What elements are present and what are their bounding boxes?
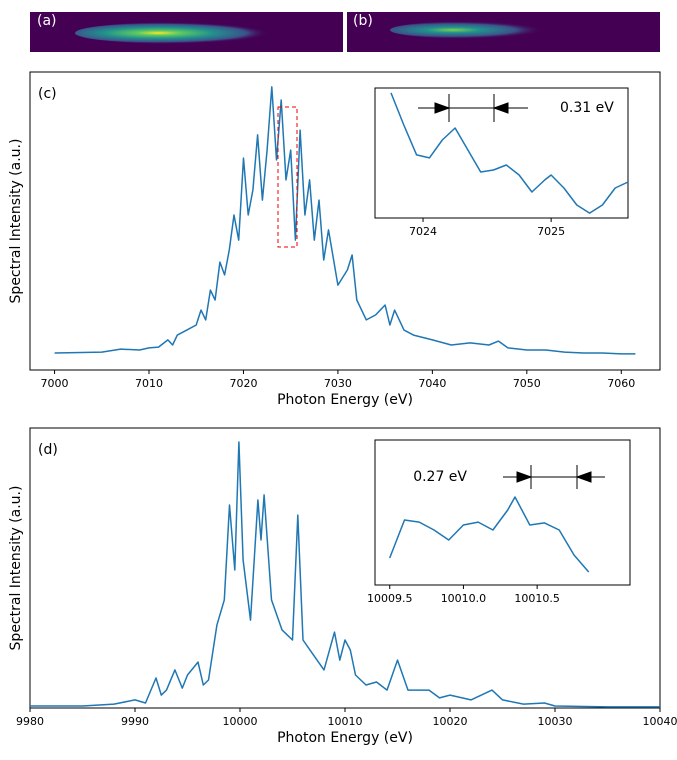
image-a-signal [75, 22, 295, 44]
x-tick-label: 7050 [513, 377, 541, 390]
panel-label: (d) [38, 442, 58, 458]
y-axis-label: Spectral Intensity (a.u.) [8, 486, 24, 651]
image-b-signal [390, 21, 570, 39]
panel-label: (b) [353, 13, 373, 29]
x-tick-label: 7024 [409, 225, 437, 238]
x-tick-label: 10030 [538, 715, 573, 728]
plot-frame [375, 440, 630, 585]
x-tick-label: 10010.5 [514, 592, 560, 605]
figure: (a) (b) 7000 7010 7020 7030 7040 7050 7060 (c) P… [0, 0, 677, 760]
x-tick-label: 9990 [121, 715, 149, 728]
x-tick-label: 7010 [135, 377, 163, 390]
x-tick-label: 9980 [16, 715, 44, 728]
x-tick-label: 7020 [229, 377, 257, 390]
panel-label: (a) [37, 13, 57, 29]
x-tick-label: 10010 [328, 715, 363, 728]
x-tick-label: 10000 [223, 715, 258, 728]
x-tick-label: 10040 [643, 715, 677, 728]
x-axis-label: Photon Energy (eV) [277, 730, 413, 746]
panel-label: (c) [38, 86, 57, 102]
annotation: 0.31 eV [560, 100, 614, 116]
x-tick-label: 7030 [324, 377, 352, 390]
x-tick-label: 7040 [418, 377, 446, 390]
x-tick-label: 7000 [41, 377, 69, 390]
x-tick-label: 10009.5 [367, 592, 413, 605]
x-axis-label: Photon Energy (eV) [277, 392, 413, 408]
x-tick-label: 10020 [433, 715, 468, 728]
x-tick-label: 10010.0 [441, 592, 487, 605]
y-axis-label: Spectral Intensity (a.u.) [8, 139, 24, 304]
x-tick-label: 7060 [607, 377, 635, 390]
x-tick-label: 7025 [537, 225, 565, 238]
annotation: 0.27 eV [413, 469, 467, 485]
